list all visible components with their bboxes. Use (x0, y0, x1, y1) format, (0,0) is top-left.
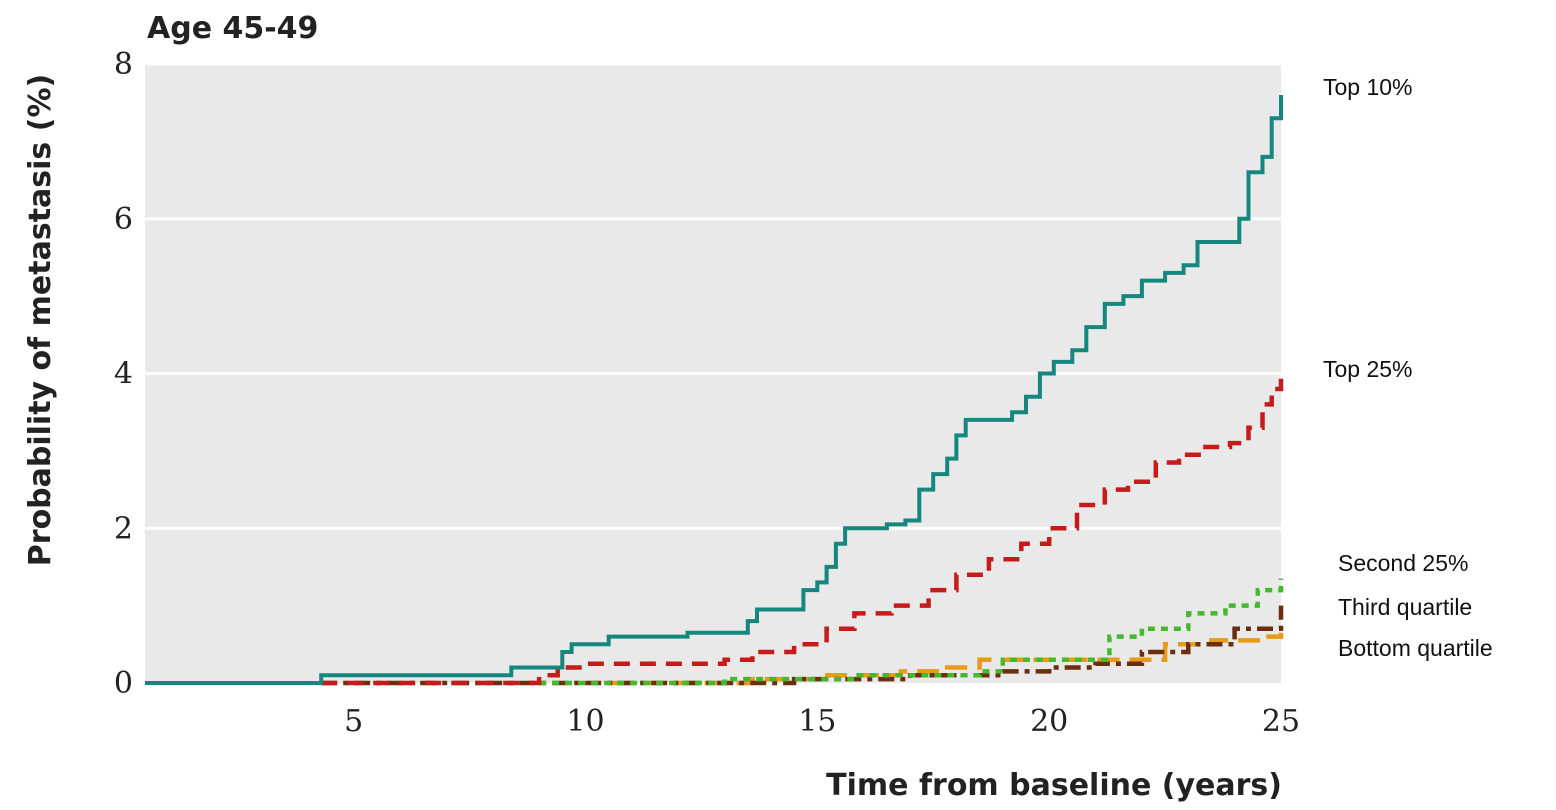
plot-area: 0 2 4 6 8 5 10 15 20 25 (114, 47, 1300, 739)
series-label-third-quartile: Third quartile (1338, 594, 1472, 620)
x-tick-label-15: 15 (798, 704, 836, 739)
y-tick-label-0: 0 (114, 666, 133, 701)
y-tick-label-2: 2 (114, 511, 133, 546)
series-line-top-10- (145, 95, 1283, 685)
x-tick-label-10: 10 (566, 704, 604, 739)
x-axis-title: Time from baseline (years) (826, 768, 1282, 803)
y-tick-label-4: 4 (114, 357, 133, 392)
series-line-third-quartile (321, 605, 1284, 686)
series-line-top-25- (321, 373, 1284, 686)
x-tick-label-5: 5 (344, 704, 363, 739)
chart-title: Age 45-49 (147, 11, 318, 46)
series-label-second-25-: Second 25% (1338, 550, 1468, 576)
y-tick-label-6: 6 (114, 202, 133, 237)
x-tick-label-20: 20 (1030, 704, 1068, 739)
y-axis-title: Probability of metastasis (%) (23, 74, 58, 566)
series-label-top-10-: Top 10% (1323, 74, 1413, 100)
series-label-bottom-quartile: Bottom quartile (1338, 635, 1493, 661)
series-labels: Top 10% Top 25% Second 25% Third quartile Bo… (1323, 74, 1493, 661)
x-tick-label-25: 25 (1262, 704, 1300, 739)
y-tick-label-8: 8 (114, 47, 133, 82)
series-label-top-25-: Top 25% (1323, 356, 1413, 382)
